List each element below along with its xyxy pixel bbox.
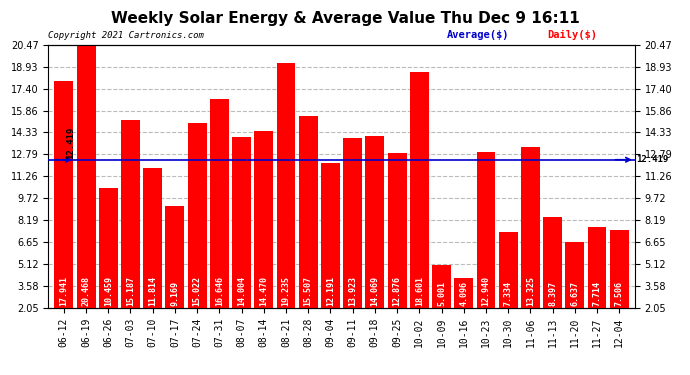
Text: 10.459: 10.459 (104, 276, 112, 306)
Bar (255, 130, 273, 308)
Text: 12.419: 12.419 (66, 127, 75, 159)
Bar (232, 137, 251, 308)
Text: 6.637: 6.637 (571, 281, 580, 306)
Bar (299, 116, 317, 308)
Text: 12.191: 12.191 (326, 276, 335, 306)
Bar (210, 99, 229, 308)
Text: Daily($): Daily($) (547, 30, 597, 40)
Text: 14.069: 14.069 (371, 276, 380, 306)
Bar (610, 230, 629, 308)
Text: 8.397: 8.397 (548, 281, 557, 306)
Text: 4.096: 4.096 (460, 281, 469, 306)
Bar (499, 232, 518, 308)
Bar (277, 63, 295, 308)
Bar (410, 72, 428, 308)
Text: Copyright 2021 Cartronics.com: Copyright 2021 Cartronics.com (48, 31, 204, 40)
Text: 12.876: 12.876 (393, 276, 402, 306)
Bar (366, 136, 384, 308)
Text: 12.940: 12.940 (482, 276, 491, 306)
Bar (144, 168, 162, 308)
Text: 16.646: 16.646 (215, 276, 224, 306)
Text: 18.601: 18.601 (415, 276, 424, 306)
Text: 17.941: 17.941 (59, 276, 68, 306)
Bar (55, 81, 73, 308)
Bar (521, 147, 540, 308)
Text: 14.004: 14.004 (237, 276, 246, 306)
Bar (99, 188, 118, 308)
Bar (477, 152, 495, 308)
Text: 15.187: 15.187 (126, 276, 135, 306)
Bar (343, 138, 362, 308)
Bar (543, 217, 562, 308)
Bar (188, 123, 206, 308)
Text: 15.507: 15.507 (304, 276, 313, 306)
Bar (432, 266, 451, 308)
Text: 5.001: 5.001 (437, 281, 446, 306)
Bar (588, 227, 607, 308)
Text: 9.169: 9.169 (170, 281, 179, 306)
Bar (321, 163, 340, 308)
Text: 19.235: 19.235 (282, 276, 290, 306)
Text: 7.714: 7.714 (593, 281, 602, 306)
Text: 20.468: 20.468 (81, 276, 90, 306)
Bar (565, 242, 584, 308)
Text: 14.470: 14.470 (259, 276, 268, 306)
Bar (121, 120, 140, 308)
Bar (166, 206, 184, 308)
Text: 15.022: 15.022 (193, 276, 201, 306)
Text: 11.814: 11.814 (148, 276, 157, 306)
Text: 13.325: 13.325 (526, 276, 535, 306)
Bar (77, 45, 95, 308)
Text: 13.923: 13.923 (348, 276, 357, 306)
Text: Weekly Solar Energy & Average Value Thu Dec 9 16:11: Weekly Solar Energy & Average Value Thu … (110, 11, 580, 26)
Text: 12.419: 12.419 (637, 155, 669, 164)
Text: 7.506: 7.506 (615, 281, 624, 306)
Text: Average($): Average($) (447, 30, 510, 40)
Bar (388, 153, 406, 308)
Text: 7.334: 7.334 (504, 281, 513, 306)
Bar (454, 278, 473, 308)
